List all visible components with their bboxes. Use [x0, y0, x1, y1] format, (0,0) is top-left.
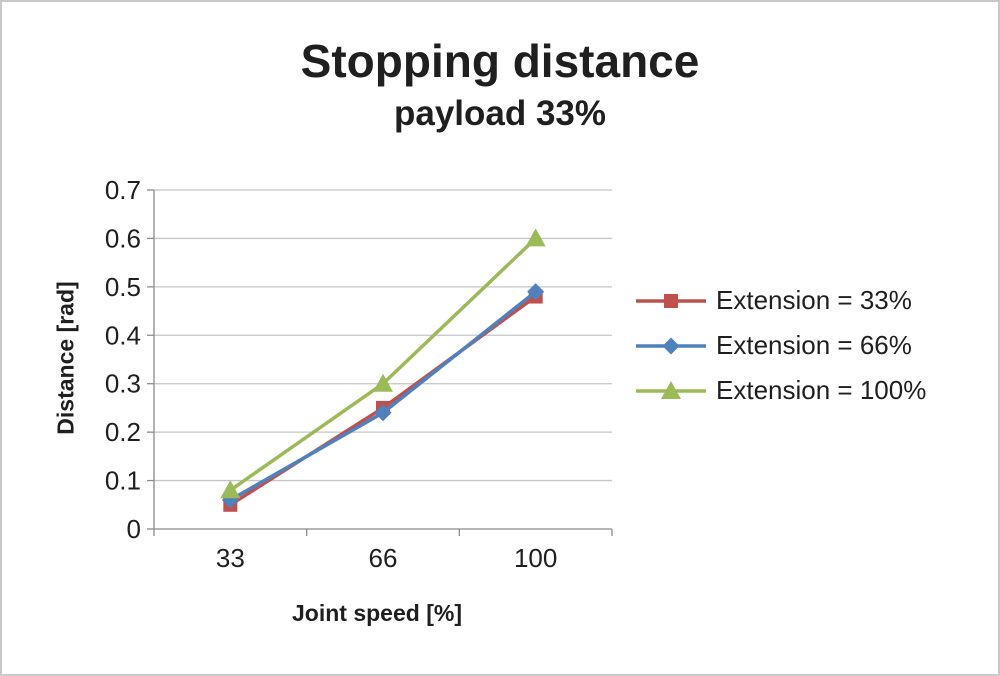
plot-area: 0 0.1 0.2 0.3 0.4 0.5 0.6 0.7 33 66 100: [105, 175, 613, 573]
legend-item: Extension = 66%: [634, 323, 926, 368]
y-tick-label: 0.7: [105, 175, 141, 205]
y-tick-label: 0: [127, 514, 141, 544]
series-diamond: [221, 283, 545, 509]
series-marker-diamond-icon: [527, 283, 545, 301]
y-tick-label: 0.6: [105, 223, 141, 253]
series-marker-diamond-icon: [662, 337, 680, 354]
y-tick-label: 0.4: [105, 320, 141, 350]
legend-item: Extension = 33%: [634, 278, 926, 323]
legend-label: Extension = 66%: [716, 330, 912, 360]
series-marker-triangle-icon: [220, 480, 241, 499]
legend-label: Extension = 100%: [716, 375, 927, 405]
legend-triangle-icon: [636, 380, 706, 399]
y-tick-label: 0.2: [105, 417, 141, 447]
series-marker-triangle-icon: [525, 228, 546, 247]
legend-square-icon: [636, 293, 706, 308]
y-tick-label: 0.5: [105, 272, 141, 302]
x-tick-label: 100: [514, 543, 557, 573]
series-line: [229, 290, 537, 502]
series-marker-square-icon: [664, 293, 678, 308]
x-tick-label: 33: [216, 543, 245, 573]
series-marker-triangle-icon: [661, 380, 681, 399]
legend: Extension = 33% Extension = 66% Extension …: [634, 278, 926, 413]
y-tick-label: 0.3: [105, 369, 141, 399]
series-marker-triangle-icon: [373, 373, 393, 392]
y-tick-label: 0.1: [105, 466, 141, 496]
x-tick-label: 66: [369, 543, 398, 573]
series-triangle: [220, 228, 546, 499]
series-line: [229, 237, 537, 492]
legend-item: Extension = 100%: [634, 368, 926, 413]
chart-title: Stopping distance: [300, 35, 700, 87]
x-axis-title: Joint speed [%]: [292, 600, 462, 626]
series-marker-diamond-icon: [374, 404, 392, 422]
legend-diamond-icon: [636, 337, 706, 354]
legend-label: Extension = 33%: [716, 285, 912, 315]
chart-subtitle: payload 33%: [393, 94, 607, 133]
